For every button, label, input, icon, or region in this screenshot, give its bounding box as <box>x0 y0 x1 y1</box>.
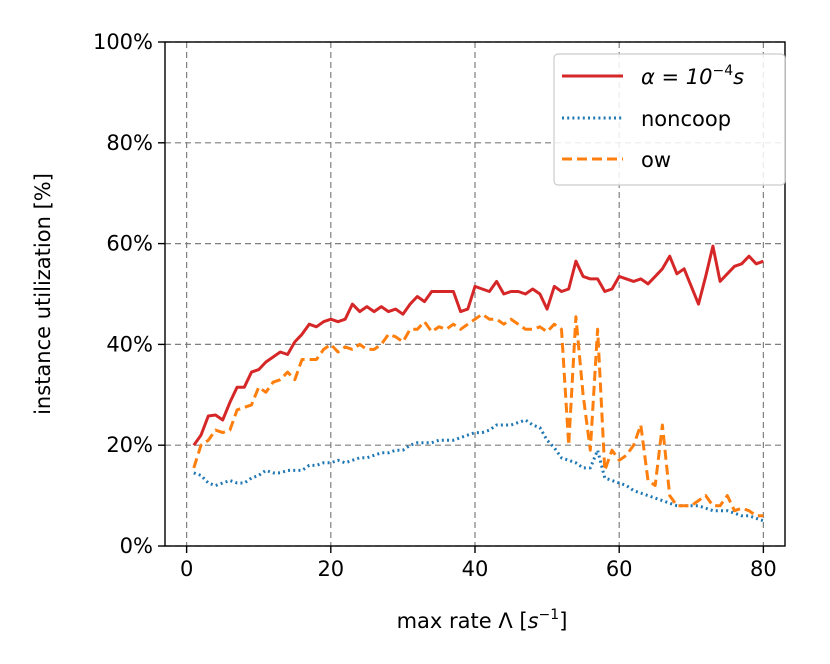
y-tick-label: 40% <box>106 332 153 356</box>
y-axis-title: instance utilization [%] <box>31 173 55 415</box>
legend-label-noncoop: noncoop <box>641 107 731 131</box>
x-tick-label: 20 <box>317 557 344 581</box>
x-axis-title-sup: −1 <box>539 607 560 623</box>
x-tick-label: 80 <box>750 557 777 581</box>
series-line-alpha <box>192 244 764 447</box>
y-tick-label: 60% <box>106 232 153 256</box>
x-axis-title-end: ] <box>559 609 567 633</box>
y-tick-label: 20% <box>106 433 153 457</box>
plot-frame <box>164 41 786 547</box>
legend-label-alpha: α = 10−4s <box>641 63 744 89</box>
y-tick-label: 0% <box>120 534 153 558</box>
series-line-noncoop <box>193 418 764 523</box>
y-tick-label: 80% <box>106 131 153 155</box>
legend: α = 10−4s noncoop ow <box>553 53 786 186</box>
x-axis-title-var: s <box>528 609 539 633</box>
legend-box <box>553 53 786 186</box>
x-axis-title: max rate Λ [s−1] <box>397 607 568 633</box>
y-tick-label: 100% <box>93 30 153 54</box>
series-group <box>192 244 764 523</box>
series-line-ow <box>192 312 764 518</box>
x-tick-label: 60 <box>606 557 633 581</box>
ticks: 0 20 40 60 80 0% 20% 40% 60% 80% 100% <box>93 30 777 581</box>
x-tick-label: 40 <box>462 557 489 581</box>
legend-label-ow: ow <box>641 148 671 172</box>
x-axis-title-main: max rate Λ [ <box>397 609 528 633</box>
x-tick-label: 0 <box>180 557 193 581</box>
